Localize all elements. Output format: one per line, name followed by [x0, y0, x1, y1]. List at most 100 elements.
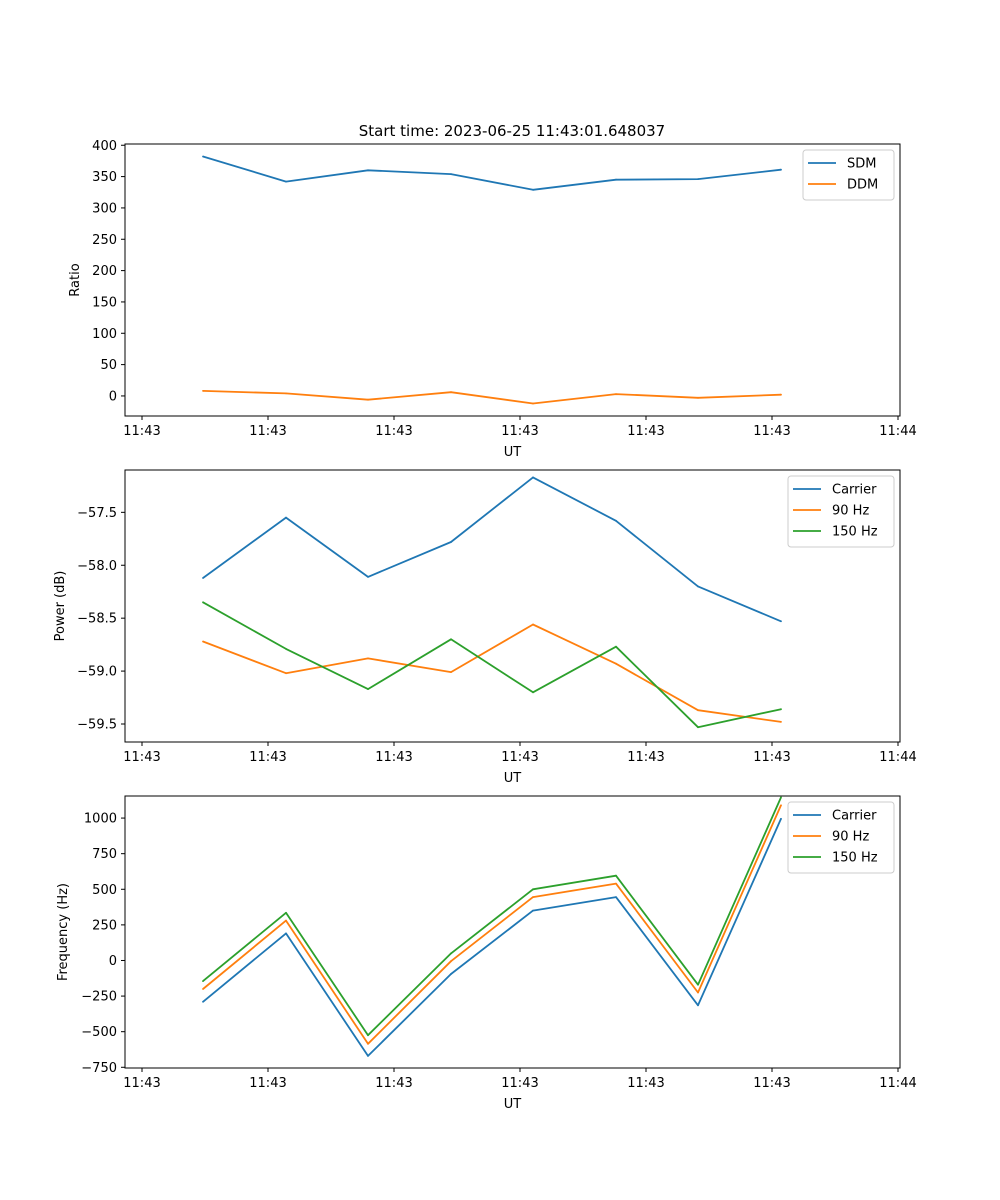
data-point	[285, 672, 287, 675]
data-point	[615, 662, 617, 665]
data-point	[780, 393, 782, 396]
y-tick-label: 500	[92, 883, 117, 898]
data-point	[450, 638, 452, 641]
legend-label: DDM	[847, 178, 878, 193]
data-point	[202, 980, 204, 982]
data-point	[202, 601, 204, 604]
data-point	[697, 709, 699, 712]
data-point	[697, 585, 699, 588]
y-axis-label: Ratio	[68, 263, 83, 296]
data-point	[367, 1055, 369, 1057]
data-point	[532, 691, 534, 694]
data-point	[780, 721, 782, 723]
x-tick-label: 11:43	[627, 750, 664, 765]
data-point	[532, 188, 534, 191]
data-point	[285, 516, 287, 519]
data-point	[780, 168, 782, 171]
data-point	[780, 804, 782, 807]
data-point	[780, 817, 782, 820]
data-point	[532, 896, 534, 898]
y-tick-label: 400	[92, 139, 117, 154]
data-point	[202, 988, 204, 990]
plot-frame	[124, 143, 901, 417]
data-point	[697, 991, 699, 994]
y-tick-label: 1000	[84, 812, 117, 827]
legend-box	[787, 475, 895, 548]
data-point	[697, 983, 699, 986]
legend-label: 90 Hz	[832, 504, 869, 519]
data-point	[367, 576, 369, 578]
data-point	[367, 657, 369, 660]
x-tick-label: 11:43	[123, 424, 160, 439]
legend-label: SDM	[847, 157, 876, 172]
y-tick-label: 0	[109, 954, 117, 969]
series-line-150-hz	[202, 797, 782, 1037]
legend-label: 150 Hz	[832, 525, 878, 540]
data-point	[615, 874, 617, 877]
data-point	[450, 391, 452, 394]
y-tick-label: 250	[92, 918, 117, 933]
data-point	[450, 960, 452, 963]
x-tick-label: 11:43	[249, 750, 286, 765]
legend-label: 150 Hz	[832, 851, 878, 866]
legend-label: Carrier	[832, 483, 877, 498]
plot-frame	[124, 795, 901, 1069]
data-point	[285, 911, 287, 914]
y-tick-label: 0	[109, 389, 117, 404]
y-tick-label: −250	[81, 990, 117, 1005]
data-point	[532, 476, 534, 479]
data-point	[367, 169, 369, 172]
data-point	[697, 396, 699, 399]
x-tick-label: 11:43	[753, 1076, 790, 1091]
x-tick-label: 11:44	[879, 750, 916, 765]
data-point	[202, 390, 204, 392]
legend-label: Carrier	[832, 809, 877, 824]
figure-title: Start time: 2023-06-25 11:43:01.648037	[359, 122, 665, 140]
x-tick-label: 11:43	[123, 750, 160, 765]
data-point	[202, 155, 204, 158]
x-axis-label: UT	[504, 771, 522, 786]
y-tick-label: −59.0	[77, 665, 117, 680]
y-tick-label: −750	[81, 1061, 117, 1076]
x-tick-label: 11:43	[753, 424, 790, 439]
data-point	[202, 1000, 204, 1003]
data-point	[615, 178, 617, 181]
x-tick-label: 11:43	[501, 1076, 538, 1091]
series-line-ddm	[202, 390, 782, 405]
series-line-150-hz	[202, 601, 782, 729]
data-point	[285, 392, 287, 395]
data-point	[450, 541, 452, 543]
legend-label: 90 Hz	[832, 830, 869, 845]
x-tick-label: 11:43	[249, 424, 286, 439]
data-point	[780, 708, 782, 711]
series-line-90-hz	[202, 623, 782, 723]
y-tick-label: 50	[100, 358, 117, 373]
data-point	[615, 882, 617, 885]
data-point	[532, 888, 534, 891]
legend: Carrier 90 Hz 150 Hz	[787, 475, 895, 548]
data-point	[450, 952, 452, 955]
x-tick-label: 11:43	[375, 1076, 412, 1091]
data-point	[367, 1034, 369, 1037]
x-tick-label: 11:43	[627, 1076, 664, 1091]
data-point	[367, 688, 369, 690]
data-point	[697, 1004, 699, 1007]
chart-panel-2: 11:43 11:43 11:43 11:43 11:43 11:43 11:44 −59.5…	[53, 469, 917, 786]
y-tick-label: 150	[92, 295, 117, 310]
legend-box	[787, 801, 895, 874]
x-tick-label: 11:43	[501, 750, 538, 765]
x-tick-label: 11:43	[627, 424, 664, 439]
x-tick-label: 11:43	[123, 1076, 160, 1091]
data-point	[697, 178, 699, 181]
data-point	[450, 671, 452, 673]
chart-panel-1: 11:43 11:43 11:43 11:43 11:43 11:43 11:44 0 50 10…	[68, 139, 917, 460]
data-point	[532, 623, 534, 626]
data-point	[285, 648, 287, 650]
data-point	[450, 973, 452, 975]
y-tick-label: −58.5	[77, 612, 117, 627]
x-tick-label: 11:44	[879, 1076, 916, 1091]
legend: SDM DDM	[802, 149, 895, 201]
y-tick-label: 350	[92, 170, 117, 185]
y-axis-label: Frequency (Hz)	[56, 883, 71, 981]
